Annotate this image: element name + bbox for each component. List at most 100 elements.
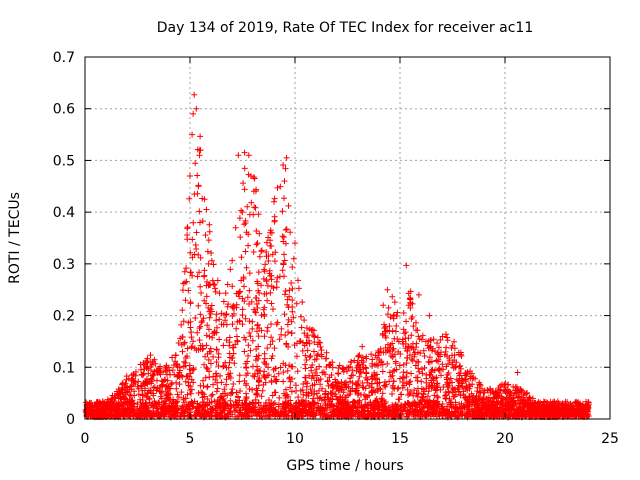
data-points: [82, 91, 592, 421]
data-point: [271, 195, 278, 202]
data-point: [147, 367, 154, 374]
data-point: [408, 332, 415, 339]
data-point: [407, 378, 414, 385]
data-point: [232, 224, 239, 231]
data-point: [213, 329, 220, 336]
data-point: [408, 315, 415, 322]
data-point: [306, 404, 313, 411]
data-point: [379, 397, 386, 404]
data-point: [210, 281, 217, 288]
data-point: [455, 370, 462, 377]
data-point: [580, 406, 587, 413]
data-point: [249, 386, 256, 393]
data-point: [283, 404, 290, 411]
data-point: [233, 301, 240, 308]
data-point: [233, 325, 240, 332]
data-point: [262, 374, 269, 381]
data-point: [444, 337, 451, 344]
data-point: [332, 376, 339, 383]
data-point: [280, 260, 287, 267]
data-point: [255, 376, 262, 383]
data-point: [196, 337, 203, 344]
data-point: [83, 399, 90, 406]
data-point: [417, 350, 424, 357]
data-point: [379, 390, 386, 397]
data-point: [322, 371, 329, 378]
data-point: [289, 264, 296, 271]
x-tick-label: 10: [286, 431, 304, 447]
data-point: [175, 340, 182, 347]
data-point: [184, 231, 191, 238]
data-point: [311, 356, 318, 363]
data-point: [332, 391, 339, 398]
data-point: [245, 408, 252, 415]
data-point: [195, 251, 202, 258]
data-point: [471, 412, 478, 419]
data-point: [220, 363, 227, 370]
data-point: [169, 400, 176, 407]
data-point: [484, 386, 491, 393]
data-point: [340, 368, 347, 375]
data-point: [544, 412, 551, 419]
data-point: [192, 314, 199, 321]
data-point: [285, 400, 292, 407]
data-point: [414, 393, 421, 400]
data-point: [197, 133, 204, 140]
data-point: [173, 362, 180, 369]
data-point: [196, 152, 203, 159]
data-point: [426, 359, 433, 366]
data-point: [553, 407, 560, 414]
data-point: [185, 403, 192, 410]
data-point: [189, 399, 196, 406]
data-point: [142, 410, 149, 417]
data-point: [354, 391, 361, 398]
data-point: [330, 406, 337, 413]
data-point: [452, 391, 459, 398]
data-point: [499, 411, 506, 418]
data-point: [373, 354, 380, 361]
data-point: [204, 248, 211, 255]
data-point: [147, 387, 154, 394]
data-point: [241, 283, 248, 290]
data-point: [422, 338, 429, 345]
data-point: [165, 394, 172, 401]
data-point: [265, 364, 272, 371]
data-point: [201, 273, 208, 280]
data-point: [339, 403, 346, 410]
data-point: [262, 261, 269, 268]
data-point: [398, 391, 405, 398]
data-point: [201, 196, 208, 203]
data-point: [256, 230, 263, 237]
data-point: [371, 361, 378, 368]
data-point: [405, 290, 412, 297]
data-point: [274, 319, 281, 326]
data-point: [264, 282, 271, 289]
data-point: [403, 373, 410, 380]
data-point: [358, 404, 365, 411]
data-point: [384, 341, 391, 348]
data-point: [336, 362, 343, 369]
data-point: [191, 91, 198, 98]
data-point: [355, 353, 362, 360]
data-point: [247, 347, 254, 354]
data-point: [177, 412, 184, 419]
data-point: [187, 370, 194, 377]
data-point: [443, 344, 450, 351]
data-point: [432, 387, 439, 394]
data-point: [271, 399, 278, 406]
data-point: [263, 239, 270, 246]
data-point: [200, 315, 207, 322]
data-point: [514, 408, 521, 415]
data-point: [512, 399, 519, 406]
data-point: [323, 363, 330, 370]
data-point: [197, 323, 204, 330]
data-point: [374, 406, 381, 413]
data-point: [439, 361, 446, 368]
data-point: [364, 376, 371, 383]
data-point: [268, 334, 275, 341]
data-point: [193, 105, 200, 112]
data-point: [460, 391, 467, 398]
data-point: [428, 367, 435, 374]
data-point: [244, 402, 251, 409]
data-point: [444, 403, 451, 410]
